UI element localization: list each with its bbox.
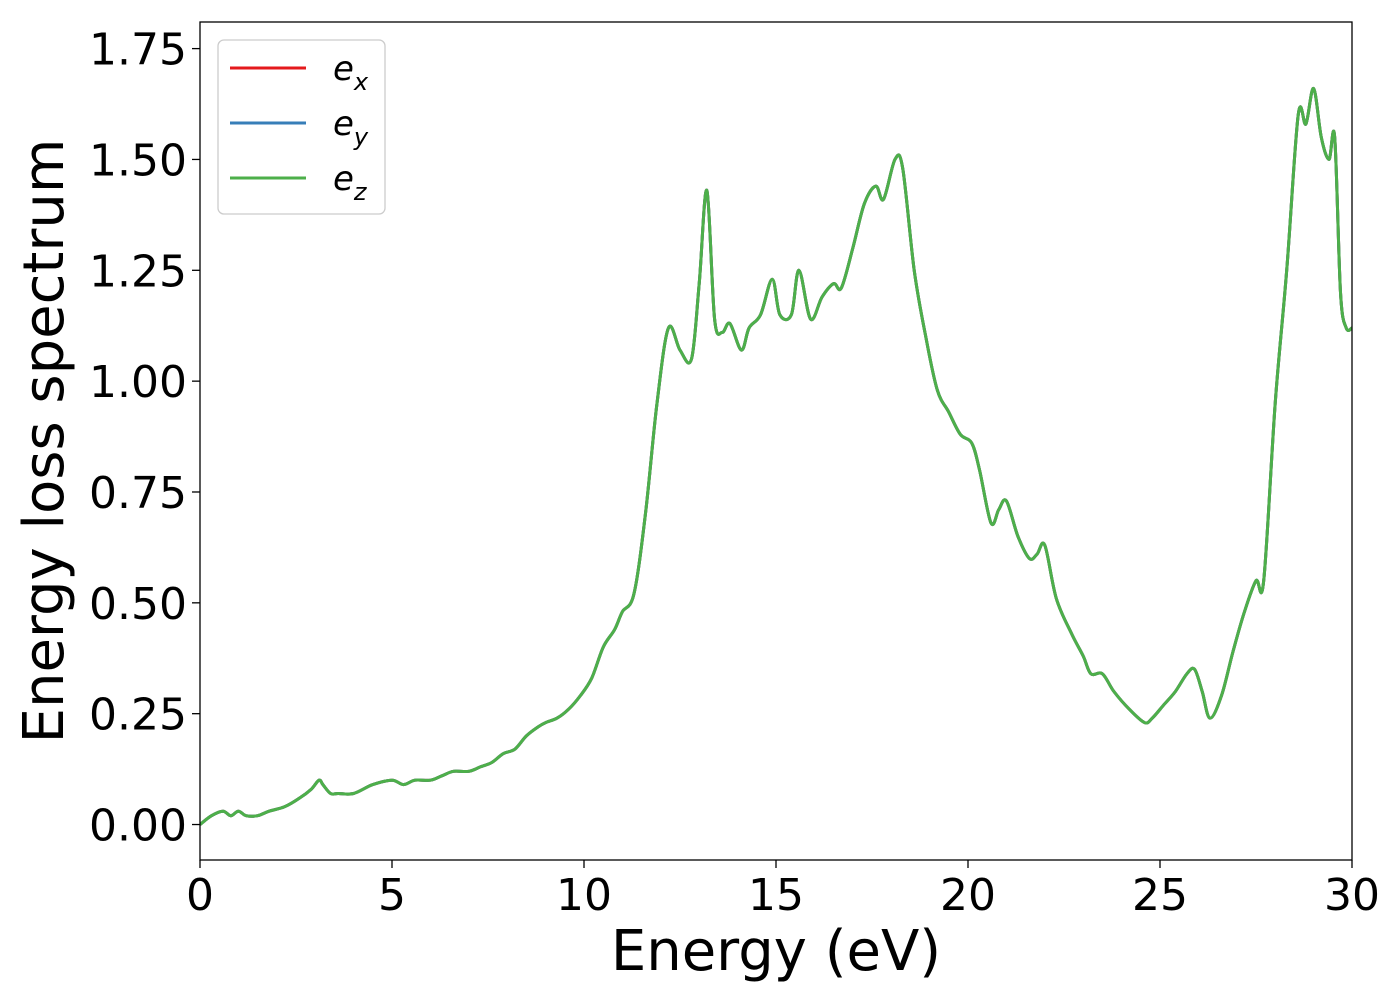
y-axis-title: Energy loss spectrum — [12, 139, 77, 744]
legend-label: ez — [333, 159, 368, 206]
legend-label-main: e — [333, 159, 354, 199]
series-layer — [200, 86, 1352, 826]
x-tick-label: 20 — [940, 870, 996, 921]
x-axis-title: Energy (eV) — [611, 919, 941, 984]
y-tick-label: 1.75 — [89, 25, 187, 76]
legend-box — [217, 39, 386, 215]
legend-label: ey — [333, 104, 369, 151]
legend-label-subscript: x — [353, 68, 369, 96]
y-tick-label: 0.50 — [89, 579, 187, 630]
y-axis-ticks: 0.00 0.25 0.50 0.75 1.00 1.25 1.50 1.75 — [89, 25, 200, 852]
x-axis-ticks: 0 5 10 15 20 25 30 — [186, 860, 1380, 921]
x-tick-label: 0 — [186, 870, 214, 921]
y-tick-label: 1.25 — [89, 246, 187, 297]
legend-label-subscript: z — [353, 178, 368, 206]
legend-label-main: e — [333, 104, 354, 144]
series-line-ez — [200, 86, 1352, 826]
y-tick-label: 0.25 — [89, 690, 187, 741]
y-tick-label: 1.00 — [89, 357, 187, 408]
x-tick-label: 30 — [1324, 870, 1380, 921]
y-tick-label: 1.50 — [89, 135, 187, 186]
legend-label-subscript: y — [353, 123, 369, 151]
x-tick-label: 15 — [748, 870, 804, 921]
y-tick-label: 0.75 — [89, 468, 187, 519]
x-tick-label: 25 — [1132, 870, 1188, 921]
y-tick-label: 0.00 — [89, 801, 187, 852]
x-tick-label: 10 — [556, 870, 612, 921]
legend-label: ex — [333, 49, 369, 96]
x-tick-label: 5 — [378, 870, 406, 921]
legend-label-main: e — [333, 49, 354, 89]
